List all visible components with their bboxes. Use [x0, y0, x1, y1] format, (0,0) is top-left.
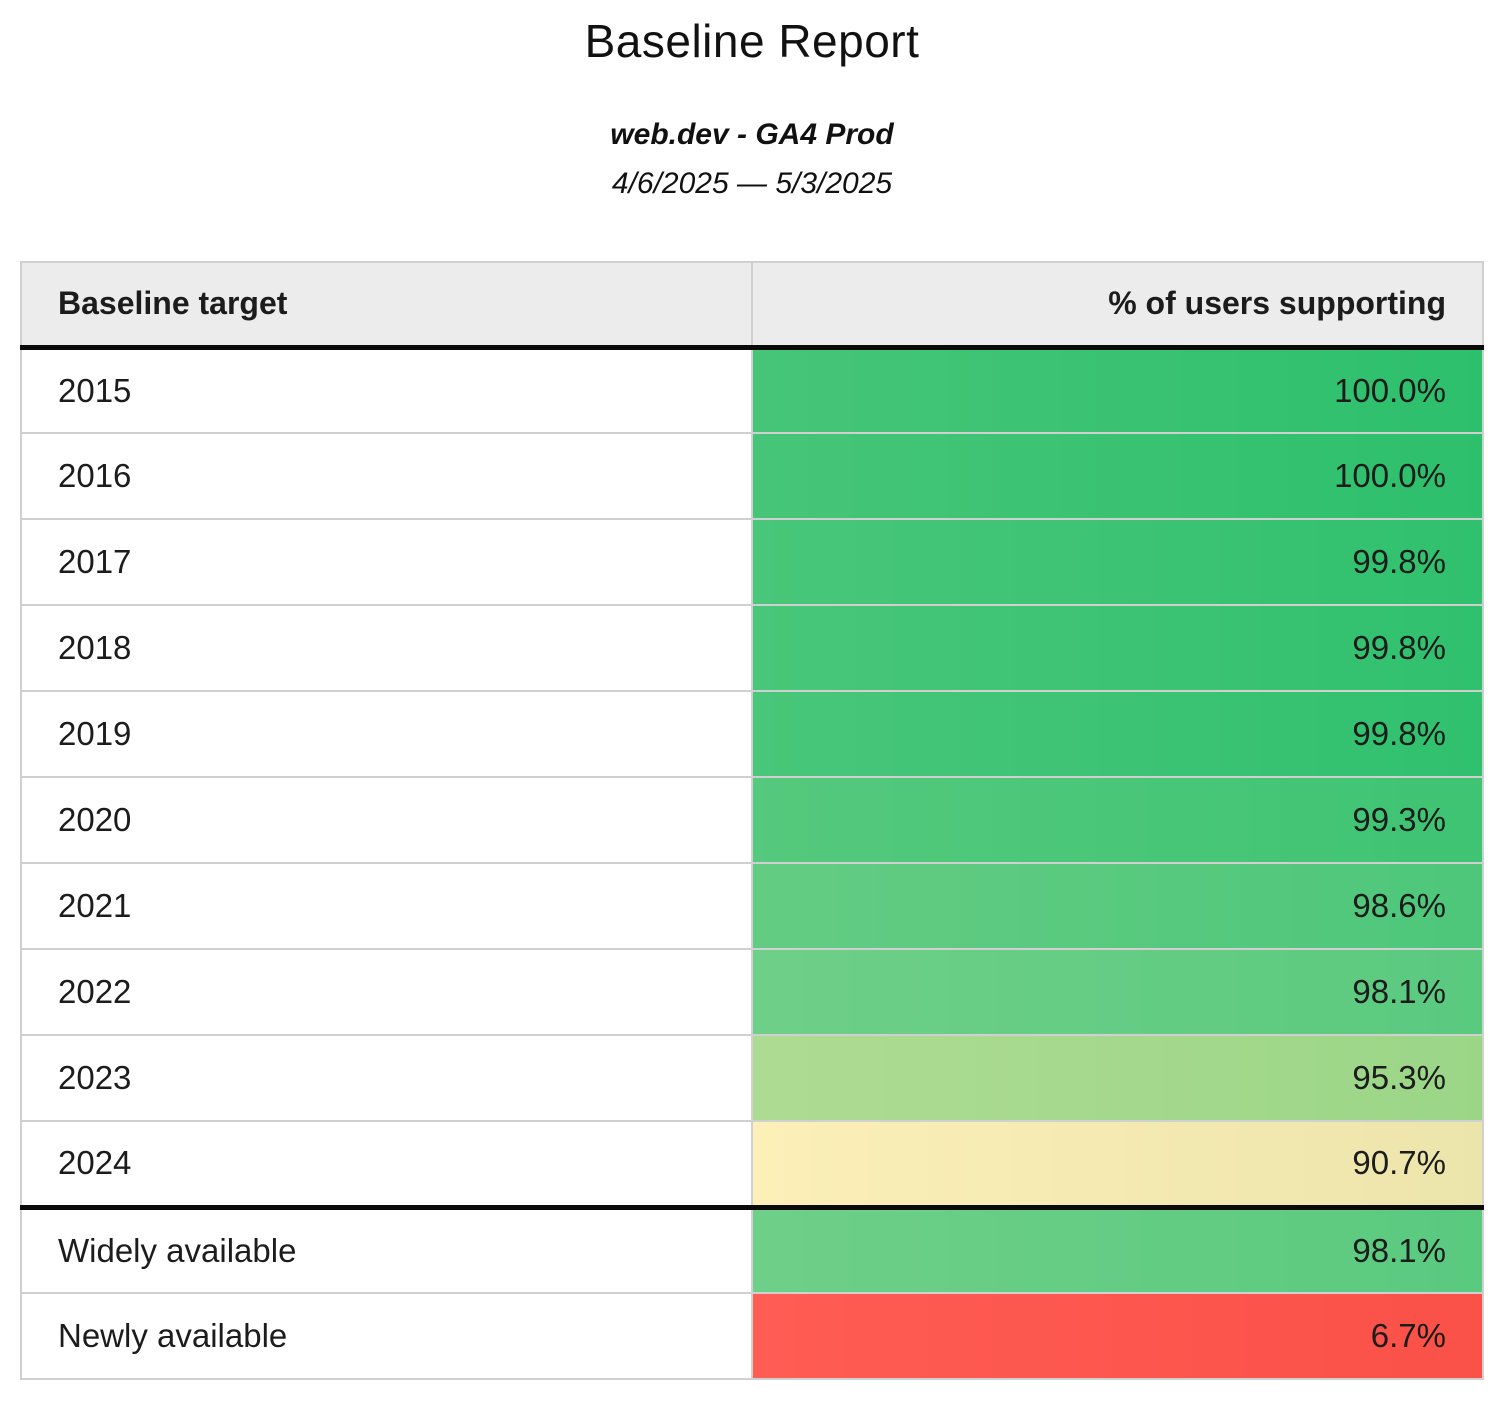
percent-cell: 6.7% [751, 1292, 1484, 1380]
table-header-row: Baseline target % of users supporting [20, 261, 1484, 350]
percent-value: 90.7% [1352, 1144, 1446, 1182]
baseline-target-label: 2016 [58, 457, 132, 494]
table-row: 2020 99.3% [20, 776, 1484, 864]
percent-value: 100.0% [1334, 457, 1446, 494]
baseline-target-cell: 2016 [20, 432, 753, 520]
baseline-target-label: Newly available [58, 1317, 288, 1354]
table-row: 2021 98.6% [20, 862, 1484, 950]
baseline-target-cell: 2019 [20, 690, 753, 778]
percent-value: 99.8% [1352, 543, 1446, 580]
percent-cell: 98.1% [751, 1204, 1484, 1294]
percent-cell: 95.3% [751, 1034, 1484, 1122]
table-row: 2022 98.1% [20, 948, 1484, 1036]
baseline-target-label: 2020 [58, 801, 132, 838]
baseline-target-cell: Newly available [20, 1292, 753, 1380]
baseline-target-label: 2022 [58, 973, 132, 1010]
table-row: 2019 99.8% [20, 690, 1484, 778]
percent-value: 99.8% [1352, 629, 1446, 666]
percent-value: 98.1% [1352, 1231, 1446, 1269]
report-source-subtitle: web.dev - GA4 Prod [610, 118, 894, 151]
table-row: Newly available 6.7% [20, 1292, 1484, 1380]
baseline-target-cell: 2022 [20, 948, 753, 1036]
table-row: 2016 100.0% [20, 432, 1484, 520]
baseline-target-cell: 2020 [20, 776, 753, 864]
baseline-target-cell: 2015 [20, 346, 753, 434]
baseline-target-label: 2021 [58, 887, 132, 924]
percent-cell: 90.7% [751, 1120, 1484, 1208]
baseline-target-label: 2024 [58, 1144, 132, 1182]
baseline-target-label: 2023 [58, 1059, 132, 1096]
baseline-table: Baseline target % of users supporting 20… [20, 261, 1484, 1380]
baseline-target-label: Widely available [58, 1231, 297, 1269]
baseline-target-label: 2017 [58, 543, 132, 580]
baseline-report: Baseline Report web.dev - GA4 Prod 4/6/2… [20, 15, 1484, 1380]
percent-value: 98.6% [1352, 887, 1446, 924]
table-row: 2023 95.3% [20, 1034, 1484, 1122]
table-row: 2015 100.0% [20, 346, 1484, 434]
percent-value: 6.7% [1370, 1317, 1446, 1354]
percent-value: 100.0% [1334, 371, 1446, 409]
page-title: Baseline Report [584, 15, 920, 67]
baseline-target-cell: Widely available [20, 1204, 753, 1294]
baseline-target-cell: 2023 [20, 1034, 753, 1122]
baseline-target-label: 2015 [58, 371, 132, 409]
baseline-target-cell: 2021 [20, 862, 753, 950]
table-row: 2024 90.7% [20, 1120, 1484, 1208]
percent-cell: 99.8% [751, 690, 1484, 778]
percent-value: 98.1% [1352, 973, 1446, 1010]
table-row: Widely available 98.1% [20, 1204, 1484, 1294]
baseline-target-label: 2018 [58, 629, 132, 666]
percent-cell: 99.8% [751, 604, 1484, 692]
column-header-percent-supporting: % of users supporting [751, 261, 1484, 350]
percent-value: 99.8% [1352, 715, 1446, 752]
table-header: Baseline target % of users supporting [20, 261, 1484, 350]
percent-cell: 100.0% [751, 432, 1484, 520]
percent-cell: 100.0% [751, 346, 1484, 434]
table-body: 2015 100.0% 2016 100.0% 2017 99.8% 2018 … [20, 346, 1484, 1380]
report-date-range: 4/6/2025 — 5/3/2025 [611, 167, 893, 200]
table-row: 2017 99.8% [20, 518, 1484, 606]
baseline-target-cell: 2018 [20, 604, 753, 692]
percent-cell: 98.6% [751, 862, 1484, 950]
percent-cell: 99.8% [751, 518, 1484, 606]
baseline-target-cell: 2017 [20, 518, 753, 606]
percent-value: 95.3% [1352, 1059, 1446, 1096]
baseline-target-cell: 2024 [20, 1120, 753, 1208]
percent-value: 99.3% [1352, 801, 1446, 838]
column-header-baseline-target: Baseline target [20, 261, 753, 350]
percent-cell: 99.3% [751, 776, 1484, 864]
percent-cell: 98.1% [751, 948, 1484, 1036]
baseline-target-label: 2019 [58, 715, 132, 752]
table-row: 2018 99.8% [20, 604, 1484, 692]
